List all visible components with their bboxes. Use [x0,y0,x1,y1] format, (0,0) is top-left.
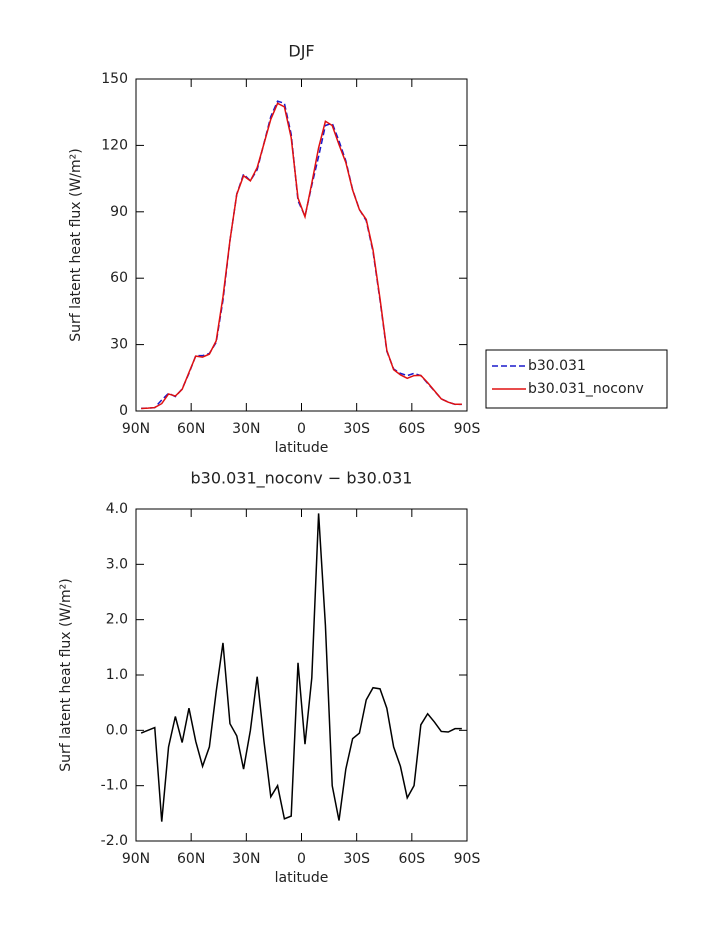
x-tick-label: 30N [232,421,260,437]
y-tick-label: -1.0 [101,778,128,794]
x-tick-label: 60S [398,851,425,867]
x-tick-label: 90S [454,421,481,437]
data-line [141,102,462,410]
plot-frame [135,508,468,842]
y-tick-label: 30 [110,337,128,353]
y-tick-label: 2.0 [106,612,128,628]
x-axis-label: latitude [275,870,329,886]
data-line [141,100,462,410]
x-tick-label: 90N [122,851,150,867]
legend-box [485,349,668,409]
chart-title: DJF [288,42,314,61]
y-tick-label: -2.0 [101,833,128,849]
x-tick-label: 30S [343,421,370,437]
legend-label: b30.031_noconv [528,381,644,397]
legend-label: b30.031 [528,358,586,374]
x-tick-label: 90S [454,851,481,867]
y-tick-label: 4.0 [106,501,128,517]
y-tick-label: 90 [110,204,128,220]
data-line [140,513,462,822]
y-tick-label: 0 [119,403,128,419]
y-tick-label: 120 [101,137,128,153]
plot-frame [135,78,468,412]
y-tick-label: 60 [110,270,128,286]
x-tick-label: 60N [177,851,205,867]
x-tick-label: 0 [297,851,306,867]
x-tick-label: 90N [122,421,150,437]
y-tick-label: 1.0 [106,667,128,683]
x-tick-label: 60N [177,421,205,437]
y-axis-label: Surf latent heat flux (W/m²) [58,578,74,771]
x-tick-label: 30S [343,851,370,867]
x-axis-label: latitude [275,440,329,456]
x-tick-label: 60S [398,421,425,437]
x-tick-label: 30N [232,851,260,867]
y-tick-label: 3.0 [106,556,128,572]
y-axis-label: Surf latent heat flux (W/m²) [68,148,84,341]
y-tick-label: 0.0 [106,722,128,738]
y-tick-label: 150 [101,71,128,87]
chart-title: b30.031_noconv − b30.031 [191,469,413,489]
x-tick-label: 0 [297,421,306,437]
